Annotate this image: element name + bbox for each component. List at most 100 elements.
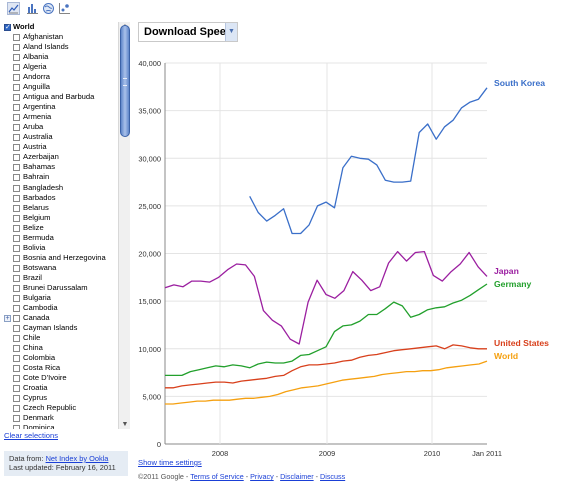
country-item[interactable]: Brunei Darussalam xyxy=(4,283,118,293)
country-item[interactable]: Albania xyxy=(4,52,118,62)
footer-link-disclaimer[interactable]: Disclaimer xyxy=(280,472,314,481)
country-item[interactable]: Bosnia and Herzegovina xyxy=(4,253,118,263)
country-item[interactable]: Austria xyxy=(4,142,118,152)
country-item[interactable]: Andorra xyxy=(4,72,118,82)
country-item[interactable]: Anguilla xyxy=(4,82,118,92)
country-checkbox[interactable] xyxy=(13,274,20,282)
clear-selections-link[interactable]: Clear selections xyxy=(4,431,59,440)
country-item[interactable]: Algeria xyxy=(4,62,118,72)
country-checkbox[interactable] xyxy=(4,23,11,33)
country-checkbox[interactable] xyxy=(13,154,20,162)
country-item[interactable]: Dominica xyxy=(4,423,118,429)
country-item[interactable]: Denmark xyxy=(4,413,118,423)
country-item[interactable]: Belarus xyxy=(4,203,118,213)
country-checkbox[interactable] xyxy=(13,164,20,172)
country-checkbox[interactable] xyxy=(13,224,20,232)
country-checkbox[interactable] xyxy=(13,114,20,122)
country-item[interactable]: Armenia xyxy=(4,112,118,122)
country-checkbox[interactable] xyxy=(13,124,20,132)
country-item-world[interactable]: World xyxy=(4,22,118,33)
country-item[interactable]: Bolivia xyxy=(4,243,118,253)
country-checkbox[interactable] xyxy=(13,425,20,429)
country-checkbox[interactable] xyxy=(13,324,20,332)
country-checkbox[interactable] xyxy=(13,94,20,102)
country-item[interactable]: Argentina xyxy=(4,102,118,112)
country-item[interactable]: Chile xyxy=(4,333,118,343)
country-item[interactable]: China xyxy=(4,343,118,353)
country-checkbox[interactable] xyxy=(13,355,20,363)
country-label: Cyprus xyxy=(23,393,48,403)
country-item[interactable]: Croatia xyxy=(4,383,118,393)
country-checkbox[interactable] xyxy=(13,365,20,373)
country-item[interactable]: Aruba xyxy=(4,122,118,132)
country-checkbox[interactable] xyxy=(13,184,20,192)
country-checkbox[interactable] xyxy=(13,314,20,322)
country-list-scrollbar[interactable]: ▲ ▼ xyxy=(118,22,130,429)
country-item[interactable]: Bahrain xyxy=(4,172,118,182)
chevron-down-icon[interactable]: ▼ xyxy=(225,23,237,41)
data-source-link[interactable]: Net Index by Ookla xyxy=(45,454,109,463)
metric-dropdown[interactable]: Download Speed ▼ xyxy=(138,22,238,42)
country-item[interactable]: Botswana xyxy=(4,263,118,273)
country-checkbox[interactable] xyxy=(13,244,20,252)
country-checkbox[interactable] xyxy=(13,415,20,423)
country-checkbox[interactable] xyxy=(13,294,20,302)
country-item[interactable]: Colombia xyxy=(4,353,118,363)
country-item[interactable]: Cambodia xyxy=(4,303,118,313)
country-checkbox[interactable] xyxy=(13,234,20,242)
country-checkbox[interactable] xyxy=(13,54,20,62)
country-item[interactable]: Brazil xyxy=(4,273,118,283)
country-checkbox[interactable] xyxy=(13,284,20,292)
country-checkbox[interactable] xyxy=(13,44,20,52)
bar-chart-icon[interactable] xyxy=(26,2,39,15)
country-checkbox[interactable] xyxy=(13,214,20,222)
country-checkbox[interactable] xyxy=(13,395,20,403)
country-checkbox[interactable] xyxy=(13,334,20,342)
country-checkbox[interactable] xyxy=(13,345,20,352)
country-item[interactable]: Bermuda xyxy=(4,233,118,243)
footer-link-discuss[interactable]: Discuss xyxy=(320,472,346,481)
show-time-settings-link[interactable]: Show time settings xyxy=(138,458,202,467)
map-icon[interactable] xyxy=(42,2,55,15)
country-checkbox[interactable] xyxy=(13,194,20,202)
motion-chart-icon[interactable] xyxy=(58,2,71,15)
country-item[interactable]: Bulgaria xyxy=(4,293,118,303)
country-item[interactable]: Cayman Islands xyxy=(4,323,118,333)
country-checkbox[interactable] xyxy=(13,174,20,182)
scroll-down-icon[interactable]: ▼ xyxy=(121,421,129,428)
country-checkbox[interactable] xyxy=(13,254,20,262)
country-checkbox[interactable] xyxy=(13,264,20,272)
country-item[interactable]: Cote D'Ivoire xyxy=(4,373,118,383)
expand-icon[interactable]: + xyxy=(4,314,11,322)
country-item[interactable]: Bangladesh xyxy=(4,183,118,193)
country-checkbox[interactable] xyxy=(13,84,20,92)
footer-link-privacy[interactable]: Privacy xyxy=(250,472,274,481)
country-checkbox[interactable] xyxy=(13,204,20,212)
country-item[interactable]: Afghanistan xyxy=(4,32,118,42)
country-checkbox[interactable] xyxy=(13,104,20,112)
country-checkbox[interactable] xyxy=(13,304,20,312)
country-item[interactable]: Costa Rica xyxy=(4,363,118,373)
country-item[interactable]: + Canada xyxy=(4,313,118,323)
country-item[interactable]: Belize xyxy=(4,223,118,233)
country-item[interactable]: Czech Republic xyxy=(4,403,118,413)
footer-link-terms[interactable]: Terms of Service xyxy=(190,472,244,481)
line-chart-icon[interactable] xyxy=(7,2,20,15)
country-checkbox[interactable] xyxy=(13,34,20,42)
country-checkbox[interactable] xyxy=(13,134,20,142)
country-checkbox[interactable] xyxy=(13,64,20,72)
country-item[interactable]: Australia xyxy=(4,132,118,142)
country-checkbox[interactable] xyxy=(13,375,20,383)
country-checkbox[interactable] xyxy=(13,74,20,82)
country-checkbox[interactable] xyxy=(13,405,20,413)
country-checkbox[interactable] xyxy=(13,144,20,152)
country-item[interactable]: Barbados xyxy=(4,193,118,203)
country-item[interactable]: Azerbaijan xyxy=(4,152,118,162)
country-item[interactable]: Aland Islands xyxy=(4,42,118,52)
country-item[interactable]: Belgium xyxy=(4,213,118,223)
country-checkbox[interactable] xyxy=(13,385,20,393)
scrollbar-thumb[interactable] xyxy=(120,25,130,137)
country-item[interactable]: Bahamas xyxy=(4,162,118,172)
country-item[interactable]: Antigua and Barbuda xyxy=(4,92,118,102)
country-item[interactable]: Cyprus xyxy=(4,393,118,403)
